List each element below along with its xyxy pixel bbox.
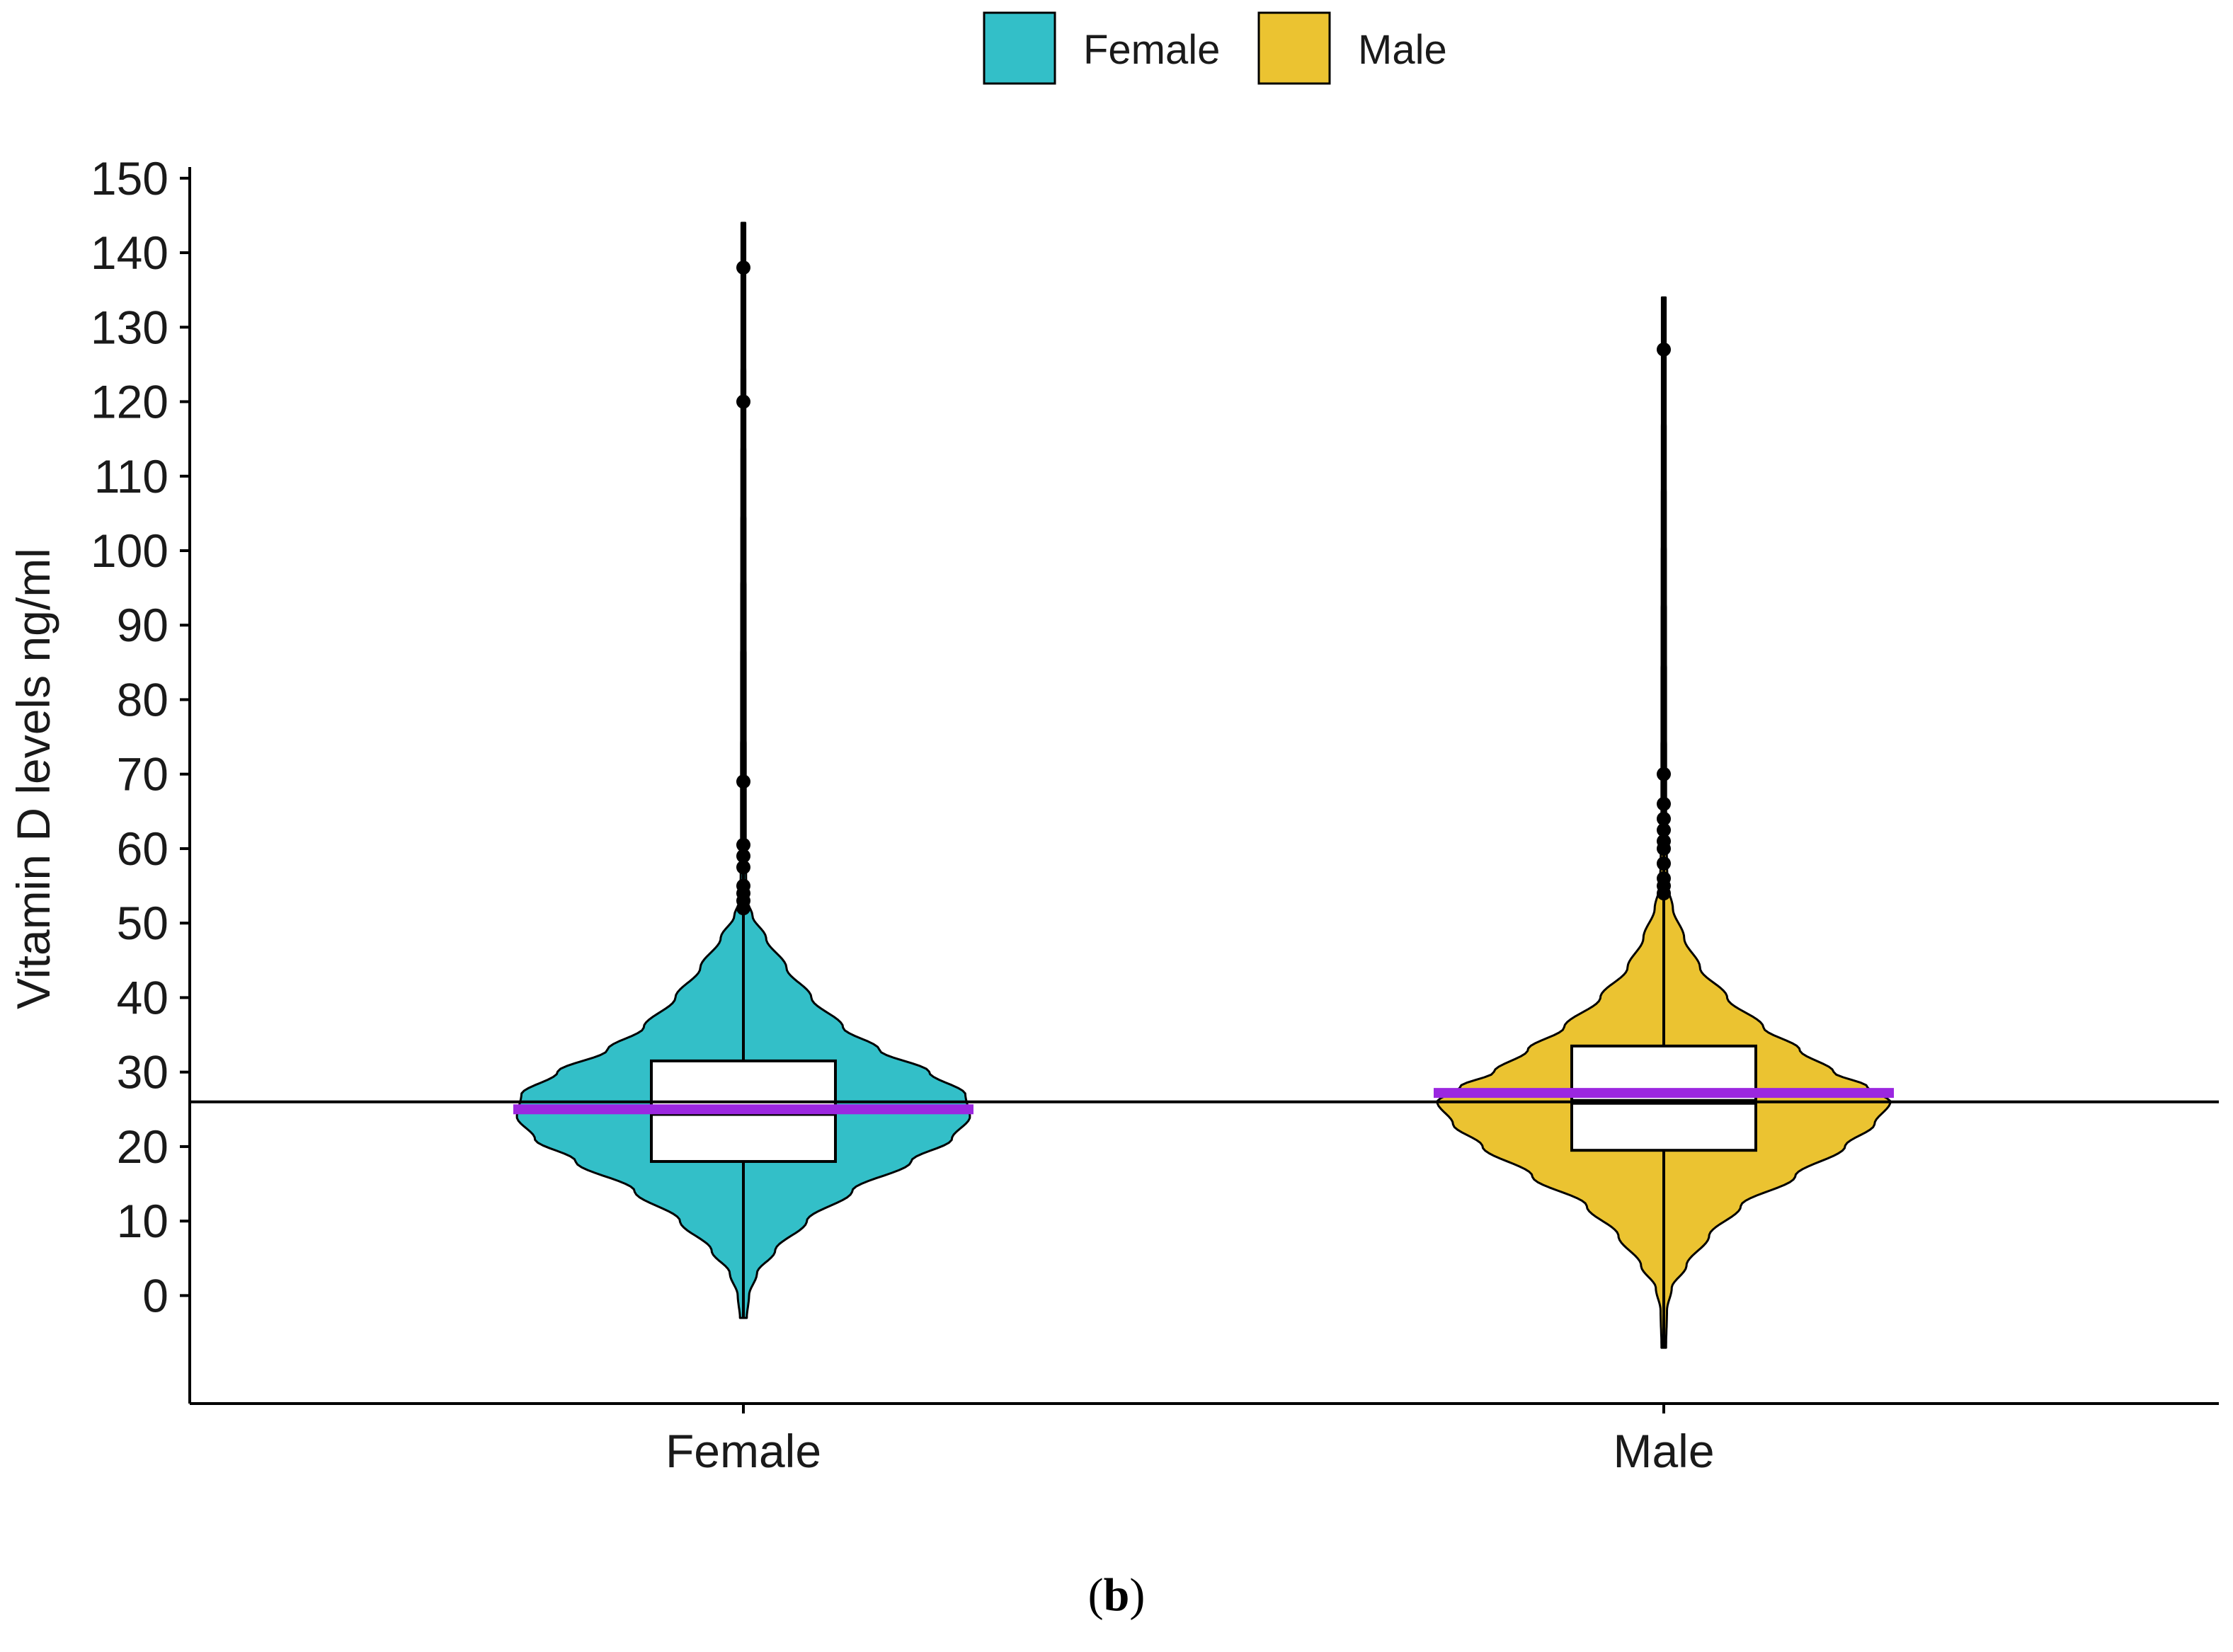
legend-swatch-male <box>1257 11 1331 85</box>
legend-label-male: Male <box>1358 27 1447 73</box>
y-tick-label: 10 <box>117 1195 169 1247</box>
outlier-point <box>1657 767 1671 781</box>
outlier-point <box>1657 342 1671 357</box>
box-iqr <box>1570 1044 1757 1152</box>
y-tick-label: 90 <box>117 599 169 651</box>
outlier-point <box>1657 822 1671 837</box>
y-tick-label: 0 <box>142 1269 169 1321</box>
x-tick-label: Female <box>666 1425 821 1477</box>
outlier-point <box>1657 871 1671 886</box>
y-tick-label: 30 <box>117 1046 169 1099</box>
y-tick-label: 150 <box>91 152 169 205</box>
x-tick-label: Male <box>1613 1425 1714 1477</box>
y-axis-title: Vitamin D levels ng/ml <box>7 548 59 1009</box>
panel-label-close: ) <box>1129 1569 1145 1621</box>
y-tick-label: 40 <box>117 971 169 1023</box>
outlier-point <box>736 849 750 864</box>
y-tick-label: 60 <box>117 822 169 875</box>
plot-area: 0 10 20 30 40 50 60 70 80 90 100 110 120 130 140 150 Fem… <box>91 152 2219 1477</box>
violin-group-male <box>1436 296 1892 1349</box>
outlier-point <box>736 260 750 275</box>
panel-label: (b) <box>1088 1569 1146 1621</box>
legend: Female Male <box>983 11 1447 85</box>
y-tick-label: 130 <box>91 301 169 353</box>
panel-label-open: ( <box>1088 1569 1104 1621</box>
outlier-point <box>1657 834 1671 849</box>
y-tick-label: 50 <box>117 897 169 949</box>
y-tick-label: 120 <box>91 376 169 428</box>
y-tick-label: 70 <box>117 748 169 801</box>
outlier-point <box>1657 796 1671 811</box>
legend-swatch-female <box>983 11 1056 85</box>
outlier-point <box>736 837 750 852</box>
outlier-point <box>1657 811 1671 826</box>
panel-label-letter: b <box>1104 1569 1130 1621</box>
outlier-point <box>736 774 750 789</box>
y-tick-label: 140 <box>91 226 169 279</box>
y-tick-label: 20 <box>117 1120 169 1173</box>
outlier-point <box>736 394 750 409</box>
violin-group-female <box>515 222 971 1319</box>
legend-label-female: Female <box>1083 27 1220 73</box>
outlier-point <box>736 860 750 875</box>
y-tick-label: 110 <box>94 450 169 503</box>
outlier-point <box>736 878 750 893</box>
y-tick-label: 80 <box>117 673 169 725</box>
outlier-point <box>1657 856 1671 871</box>
y-tick-label: 100 <box>91 524 169 577</box>
